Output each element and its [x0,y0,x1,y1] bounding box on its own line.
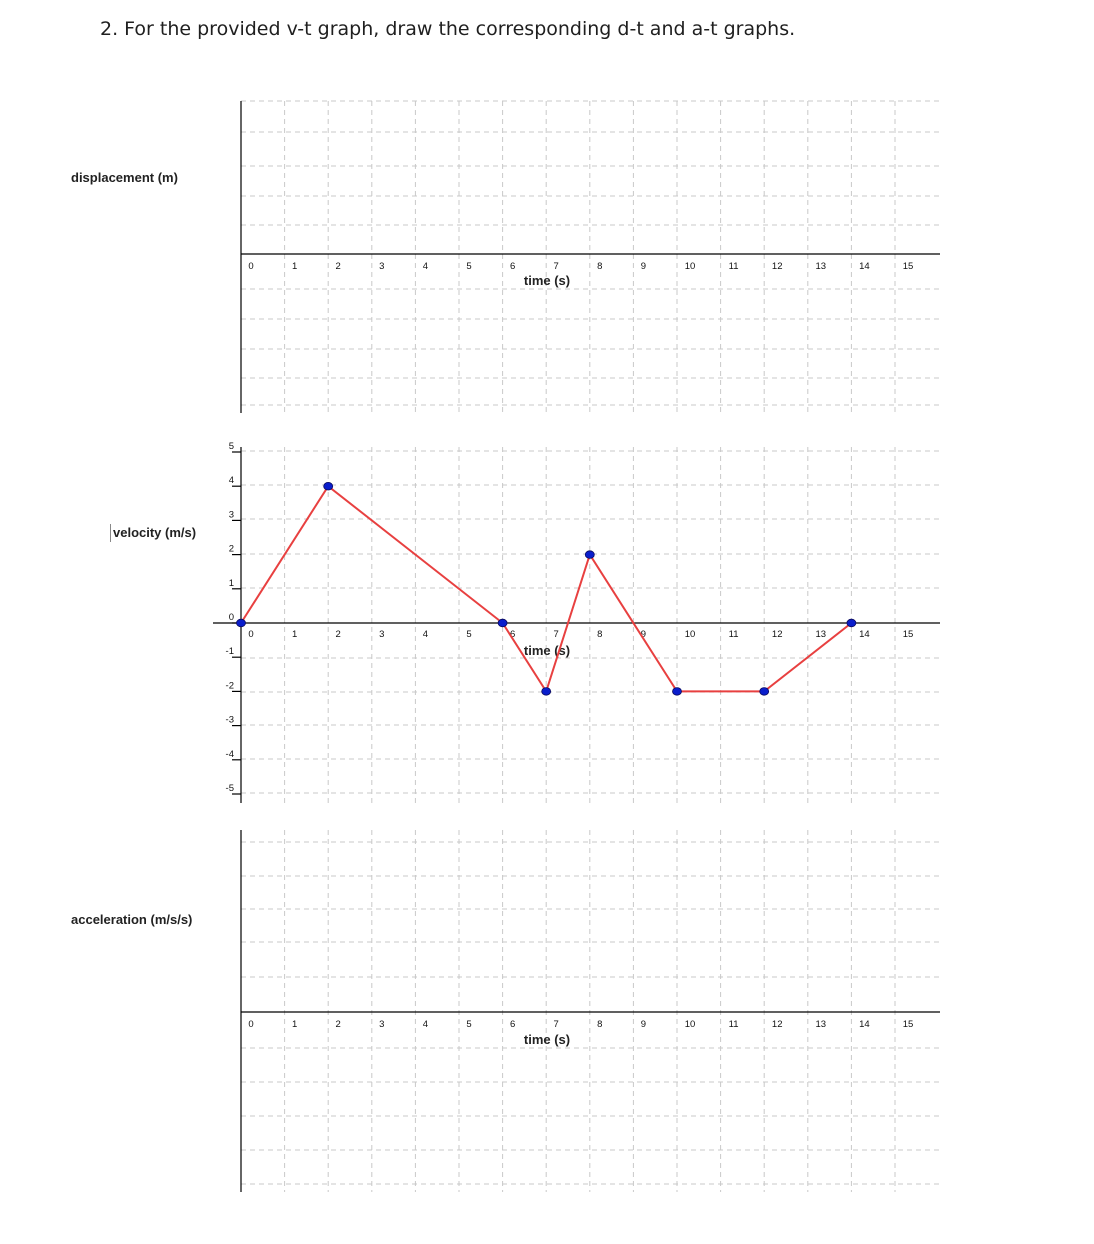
y-tick-label-4: 4 [229,475,234,486]
x-tick-label-2-3: 3 [379,1019,384,1030]
acceleration-axis-label: acceleration (m/s/s) [71,912,193,927]
x-tick-label-2-14: 14 [859,1019,870,1030]
x-tick-label-2-2: 2 [336,1019,341,1030]
velocity-point-8 [584,550,595,559]
x-tick-label-1-2: 2 [336,629,341,640]
x-tick-label-1-13: 13 [816,629,827,640]
x-tick-label-1-15: 15 [903,629,914,640]
x-tick-label-1-10: 10 [685,629,696,640]
x-tick-label-0-13: 13 [816,261,827,272]
y-tick-label-1: 1 [229,578,234,589]
x-tick-label-2-10: 10 [685,1019,696,1030]
x-tick-label-1-9: 9 [641,629,646,640]
x-tick-label-1-3: 3 [379,629,384,640]
x-tick-label-1-5: 5 [466,629,471,640]
y-tick-label-3: 3 [229,509,234,520]
x-tick-label-0-5: 5 [466,261,471,272]
velocity-point-14 [846,618,857,628]
velocity-point-10 [672,687,682,696]
y-tick-label--4: -4 [226,749,234,760]
displacement-axis-label: displacement (m) [71,170,178,185]
question-text: 2. For the provided v-t graph, draw the … [100,18,796,40]
x-tick-label-1-8: 8 [597,629,602,640]
x-tick-label-1-0: 0 [248,629,253,640]
x-tick-label-2-8: 8 [597,1019,602,1030]
x-tick-label-2-1: 1 [292,1019,297,1030]
x-tick-label-0-8: 8 [597,261,602,272]
x-tick-label-1-1: 1 [292,629,297,640]
y-tick-label--2: -2 [226,680,234,691]
x-axis-title-0: time (s) [524,273,570,288]
x-tick-label-0-0: 0 [248,261,253,272]
x-tick-label-2-4: 4 [423,1019,428,1030]
x-tick-label-1-11: 11 [729,629,739,640]
x-tick-label-0-4: 4 [423,261,428,272]
x-tick-label-2-7: 7 [554,1019,559,1030]
x-axis-title-1: time (s) [524,643,570,658]
x-tick-label-0-11: 11 [729,261,739,272]
x-tick-label-2-0: 0 [248,1019,253,1030]
velocity-series-line [240,484,853,694]
x-tick-label-2-5: 5 [466,1019,471,1030]
x-tick-label-1-7: 7 [554,629,559,640]
x-tick-label-1-14: 14 [859,629,870,640]
velocity-point-2 [323,482,334,491]
y-tick-label--1: -1 [226,646,234,657]
x-tick-label-0-12: 12 [772,261,783,272]
velocity-label-marker [110,524,111,542]
velocity-point-0 [236,618,246,628]
velocity-point-6 [497,618,508,628]
x-tick-label-1-6: 6 [510,629,515,640]
y-tick-label-5: 5 [229,441,234,452]
y-tick-label--5: -5 [226,783,234,794]
velocity-axis-label: velocity (m/s) [113,525,197,540]
x-tick-label-0-6: 6 [510,261,515,272]
x-tick-label-1-12: 12 [772,629,783,640]
x-tick-label-0-15: 15 [903,261,914,272]
y-tick-label-2: 2 [229,544,234,555]
y-tick-label--3: -3 [226,715,234,726]
y-tick-label-0: 0 [229,612,234,623]
x-tick-label-2-13: 13 [816,1019,827,1030]
x-axis-title-2: time (s) [524,1032,570,1047]
velocity-point-7 [541,687,552,696]
x-tick-label-0-2: 2 [336,261,341,272]
x-tick-label-0-3: 3 [379,261,384,272]
x-tick-label-2-11: 11 [729,1019,739,1030]
x-tick-label-0-7: 7 [554,261,559,272]
x-tick-label-2-9: 9 [641,1019,646,1030]
x-tick-label-2-12: 12 [772,1019,783,1030]
x-tick-label-1-4: 4 [423,629,428,640]
x-tick-label-0-1: 1 [292,261,297,272]
x-tick-label-0-9: 9 [641,261,646,272]
x-tick-label-2-6: 6 [510,1019,515,1030]
x-tick-label-0-14: 14 [859,261,870,272]
velocity-point-12 [759,687,770,696]
x-tick-label-2-15: 15 [903,1019,914,1030]
x-tick-label-0-10: 10 [685,261,696,272]
